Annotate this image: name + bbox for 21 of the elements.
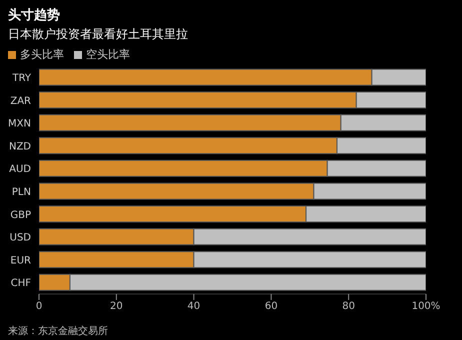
source-note: 来源：东京金融交易所 (8, 324, 109, 338)
legend-label: 空头比率 (85, 47, 130, 62)
chart-subtitle: 日本散户投资者最看好土耳其里拉 (8, 26, 189, 43)
y-tick-label: PLN (12, 186, 31, 198)
chart-title: 头寸趋势 (8, 7, 61, 24)
y-tick-label: TRY (11, 72, 32, 84)
x-tick-label: 100% (412, 301, 440, 312)
y-tick-label: EUR (10, 255, 32, 266)
y-tick-label: CHF (10, 278, 32, 290)
x-tick-label: 0 (36, 301, 42, 312)
y-tick-label: GBP (10, 210, 31, 221)
x-tick-label: 60 (264, 301, 278, 312)
x-tick-label: 20 (110, 301, 123, 312)
series-label: 多头比率 (19, 47, 64, 62)
y-tick-label: ZAR (10, 96, 32, 107)
y-tick-label: NZD (8, 141, 32, 152)
y-tick-label: AUD (9, 164, 32, 176)
y-tick-label: MXN (8, 118, 31, 130)
x-tick-label: 80 (342, 301, 355, 312)
y-tick-label: USD (10, 232, 32, 244)
x-tick-label: 40 (187, 301, 200, 312)
